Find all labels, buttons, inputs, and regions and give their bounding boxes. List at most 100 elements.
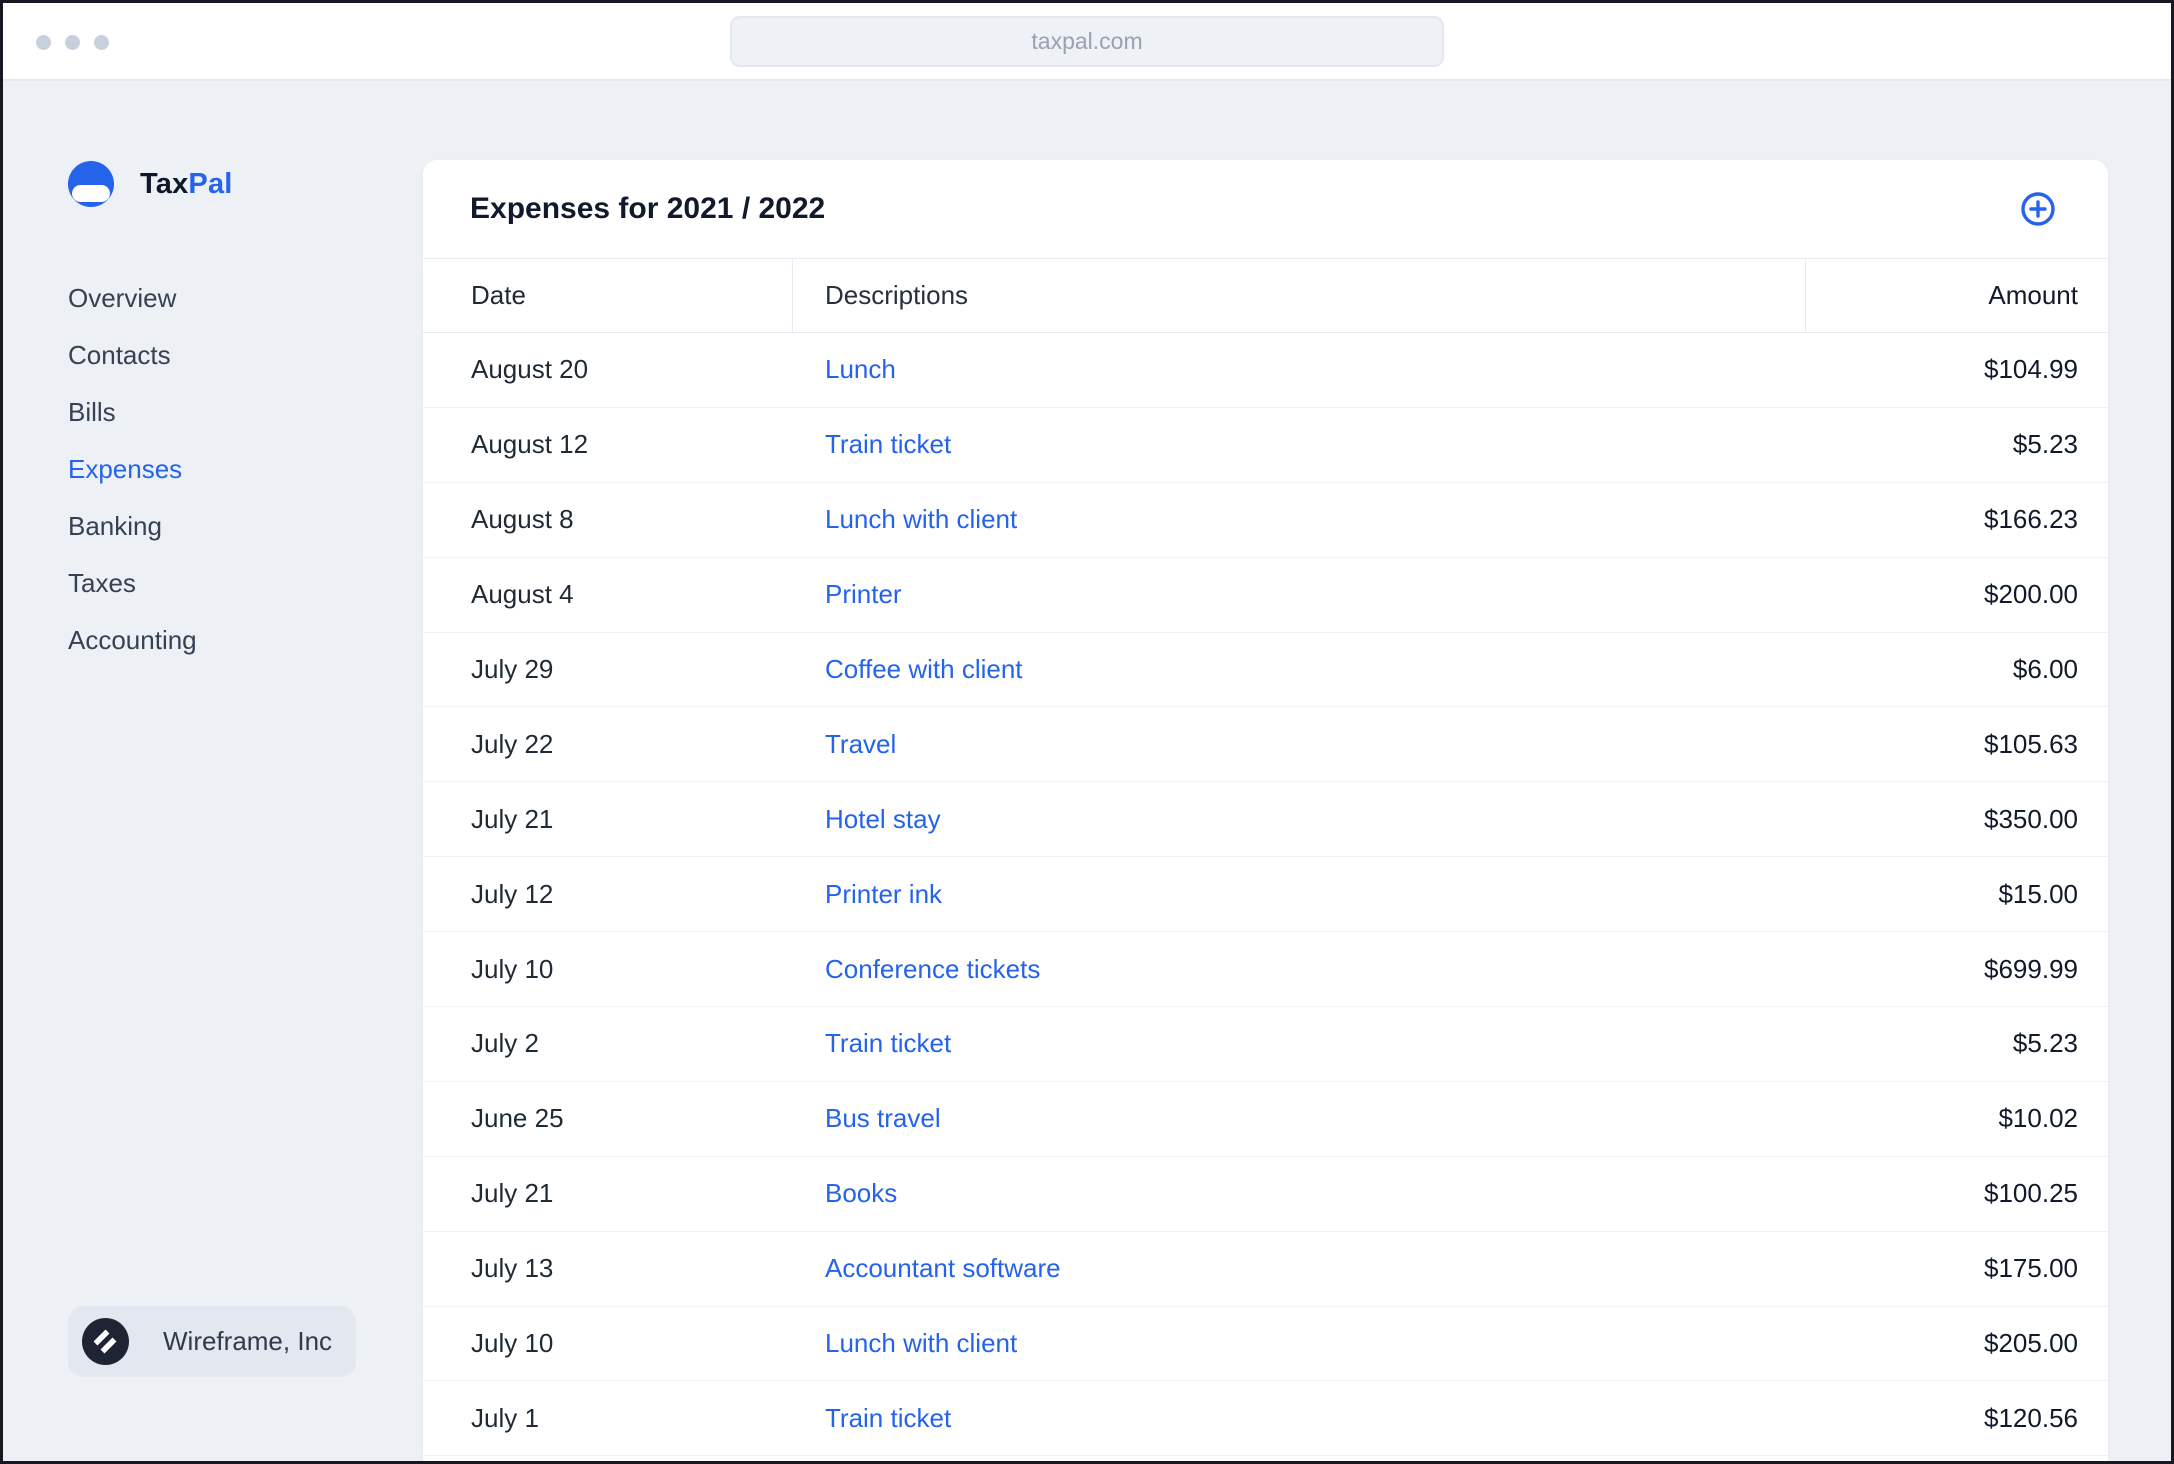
row-amount: $166.23 (1984, 504, 2078, 535)
window-dot-icon[interactable] (36, 35, 51, 50)
row-description-cell: Books (792, 1178, 1805, 1209)
table-row: July 10 Conference tickets $699.99 (423, 932, 2108, 1008)
column-header-date: Date (471, 280, 526, 310)
column-header-descriptions: Descriptions (825, 280, 969, 310)
expenses-card: Expenses for 2021 / 2022 Date Descriptio… (423, 160, 2108, 1461)
row-description-cell: Lunch (792, 354, 1805, 385)
brand-name: TaxPal (140, 168, 233, 201)
row-description-cell: Lunch with client (792, 1328, 1805, 1359)
row-description-cell: Travel (792, 729, 1805, 760)
row-amount: $5.23 (2012, 1028, 2078, 1059)
row-date: July 12 (471, 878, 554, 909)
row-description-cell: Train ticket (792, 429, 1805, 460)
sidebar-item-expenses[interactable]: Expenses (68, 454, 183, 484)
row-date: July 22 (471, 728, 554, 759)
row-description-link[interactable]: Train ticket (825, 1402, 952, 1433)
table-row: July 29 Coffee with client $6.00 (423, 633, 2108, 708)
row-description-link[interactable]: Hotel stay (825, 803, 941, 834)
table-row: July 13 Accountant software $175.00 (423, 1232, 2108, 1307)
row-description-link[interactable]: Books (825, 1178, 898, 1209)
table-row: July 12 Printer ink $15.00 (423, 857, 2108, 933)
row-date: July 1 (471, 1402, 539, 1433)
row-amount: $5.23 (2012, 429, 2078, 460)
table-row: June 25 Bus travel $10.02 (423, 1082, 2108, 1157)
sidebar-item-accounting[interactable]: Accounting (68, 625, 197, 655)
table-row: August 12 Train ticket $5.23 (423, 408, 2108, 483)
expenses-table-body: August 20 Lunch $104.99 August 12 Train tick… (423, 333, 2108, 1457)
sidebar-item-taxes[interactable]: Taxes (68, 568, 136, 598)
page-title: Expenses for 2021 / 2022 (470, 192, 826, 225)
row-description-link[interactable]: Lunch with client (825, 504, 1018, 535)
row-description-link[interactable]: Accountant software (825, 1253, 1061, 1284)
row-amount: $200.00 (1984, 579, 2078, 610)
table-row: July 21 Books $100.25 (423, 1157, 2108, 1232)
workspace-switcher[interactable]: Wireframe, Inc (68, 1306, 356, 1377)
add-expense-button[interactable] (2019, 190, 2057, 228)
table-row: August 20 Lunch $104.99 (423, 333, 2108, 408)
row-description-link[interactable]: Bus travel (825, 1103, 941, 1134)
row-date: July 29 (471, 654, 554, 684)
column-divider (1805, 259, 1806, 332)
row-description-cell: Coffee with client (792, 654, 1805, 685)
table-row: July 2 Train ticket $5.23 (423, 1007, 2108, 1082)
window-dot-icon[interactable] (94, 35, 109, 50)
row-amount: $100.25 (1984, 1178, 2078, 1209)
window-dot-icon[interactable] (65, 35, 80, 50)
row-description-link[interactable]: Printer ink (825, 878, 943, 909)
row-description-link[interactable]: Train ticket (825, 429, 952, 460)
row-description-cell: Hotel stay (792, 804, 1805, 835)
row-description-cell: Printer ink (792, 879, 1805, 910)
row-date: July 21 (471, 803, 554, 834)
address-bar-url: taxpal.com (1031, 28, 1143, 54)
row-date: August 20 (471, 354, 589, 385)
row-description-link[interactable]: Coffee with client (825, 654, 1023, 684)
table-header-row: Date Descriptions Amount (423, 259, 2108, 333)
sidebar-item-overview[interactable]: Overview (68, 283, 177, 313)
column-divider (792, 259, 793, 332)
row-description-cell: Conference tickets (792, 954, 1805, 985)
traffic-light-dots-icon (36, 35, 109, 50)
row-amount: $350.00 (1984, 803, 2078, 834)
sidebar-item-bills[interactable]: Bills (68, 397, 116, 427)
address-bar[interactable]: taxpal.com (730, 16, 1444, 67)
row-date: August 4 (471, 579, 574, 610)
row-description-link[interactable]: Train ticket (825, 1028, 952, 1059)
table-row: August 8 Lunch with client $166.23 (423, 483, 2108, 558)
row-amount: $120.56 (1984, 1402, 2078, 1433)
row-description-link[interactable]: Lunch (825, 354, 896, 385)
expenses-card-header: Expenses for 2021 / 2022 (423, 160, 2108, 259)
row-date: July 13 (471, 1253, 554, 1284)
row-date: July 10 (471, 953, 554, 984)
row-amount: $699.99 (1984, 953, 2078, 984)
row-amount: $105.63 (1984, 728, 2078, 759)
table-row: July 21 Hotel stay $350.00 (423, 782, 2108, 858)
column-header-amount: Amount (1988, 280, 2078, 310)
row-description-link[interactable]: Conference tickets (825, 953, 1041, 984)
table-row: July 1 Train ticket $120.56 (423, 1381, 2108, 1457)
wireframe-double-slash-icon (82, 1318, 129, 1365)
row-description-cell: Lunch with client (792, 504, 1805, 535)
row-amount: $205.00 (1984, 1328, 2078, 1359)
sidebar-item-banking[interactable]: Banking (68, 511, 162, 541)
row-date: August 8 (471, 504, 574, 535)
row-amount: $6.00 (2012, 654, 2078, 684)
row-date: July 10 (471, 1328, 554, 1359)
row-description-link[interactable]: Lunch with client (825, 1328, 1018, 1359)
row-description-cell: Bus travel (792, 1103, 1805, 1134)
row-date: June 25 (471, 1103, 564, 1134)
row-amount: $15.00 (1998, 878, 2078, 909)
row-description-cell: Train ticket (792, 1028, 1805, 1059)
sidebar-item-contacts[interactable]: Contacts (68, 340, 171, 370)
row-amount: $175.00 (1984, 1253, 2078, 1284)
row-description-link[interactable]: Printer (825, 579, 902, 610)
row-date: July 21 (471, 1178, 554, 1209)
plus-circle-icon (2021, 192, 2055, 226)
page-body: TaxPal Overview Contacts Bills Expenses Bank… (3, 83, 2171, 1461)
row-amount: $10.02 (1998, 1103, 2078, 1134)
sidebar-nav: Overview Contacts Bills Expenses Banking Taxe… (68, 270, 398, 669)
brand[interactable]: TaxPal (68, 161, 233, 207)
row-description-link[interactable]: Travel (825, 728, 897, 759)
taxpal-smile-logo-icon (68, 161, 114, 207)
table-row: August 4 Printer $200.00 (423, 558, 2108, 633)
